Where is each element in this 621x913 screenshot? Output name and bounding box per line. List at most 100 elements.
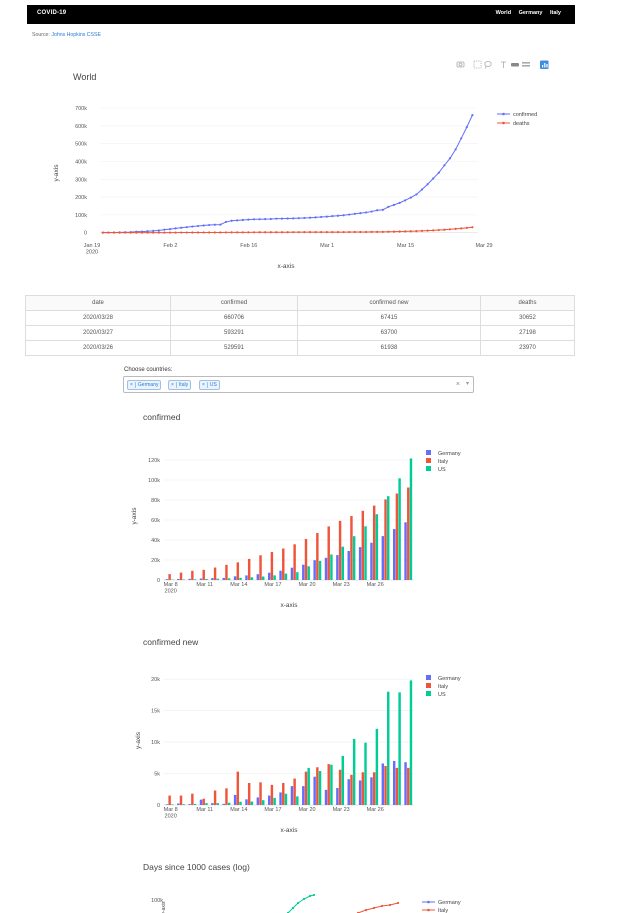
legend-swatch-Italy[interactable] xyxy=(426,683,431,688)
bar-Germany[interactable] xyxy=(233,794,237,805)
bar-US[interactable] xyxy=(182,804,185,805)
bar-Germany[interactable] xyxy=(392,760,396,805)
bar-US[interactable] xyxy=(205,803,208,805)
bar-Italy[interactable] xyxy=(304,771,308,805)
bar-Germany[interactable] xyxy=(404,762,407,805)
bar-US[interactable] xyxy=(273,575,276,580)
hover-closest-icon[interactable] xyxy=(511,63,519,67)
bar-US[interactable] xyxy=(193,579,197,580)
bar-US[interactable] xyxy=(250,577,254,580)
bar-Italy[interactable] xyxy=(350,516,353,580)
bar-Germany[interactable] xyxy=(404,522,407,580)
bar-Italy[interactable] xyxy=(179,795,183,805)
bar-Italy[interactable] xyxy=(372,772,376,805)
bar-US[interactable] xyxy=(250,801,254,805)
bar-Italy[interactable] xyxy=(247,782,251,805)
bar-US[interactable] xyxy=(262,800,265,805)
source-link[interactable]: Johns Hopkins CSSE xyxy=(51,32,101,38)
bar-Germany[interactable] xyxy=(358,780,362,805)
bar-Italy[interactable] xyxy=(293,778,296,805)
bar-Germany[interactable] xyxy=(370,777,373,805)
bar-Germany[interactable] xyxy=(165,579,169,580)
bar-Italy[interactable] xyxy=(384,499,387,580)
bar-Germany[interactable] xyxy=(347,551,350,580)
nav-link-germany[interactable]: Germany xyxy=(518,10,543,16)
bar-Italy[interactable] xyxy=(225,564,228,580)
bar-Germany[interactable] xyxy=(177,578,180,580)
bar-Italy[interactable] xyxy=(270,552,274,580)
selected-tag-germany[interactable]: × Germany xyxy=(127,380,162,390)
bar-Germany[interactable] xyxy=(245,799,248,805)
legend-swatch-Germany[interactable] xyxy=(426,675,431,680)
bar-US[interactable] xyxy=(239,577,242,580)
bar-Germany[interactable] xyxy=(381,763,385,805)
bar-Germany[interactable] xyxy=(222,577,225,580)
bar-Italy[interactable] xyxy=(282,548,285,581)
bar-Italy[interactable] xyxy=(372,505,376,580)
bar-US[interactable] xyxy=(216,803,220,805)
legend-swatch-US[interactable] xyxy=(426,466,431,471)
bar-Italy[interactable] xyxy=(202,798,205,805)
bar-Germany[interactable] xyxy=(381,536,385,580)
bar-Italy[interactable] xyxy=(338,520,342,580)
nav-link-world[interactable]: World xyxy=(495,10,512,16)
nav-link-italy[interactable]: Italy xyxy=(549,10,561,16)
bar-Italy[interactable] xyxy=(316,532,319,580)
bar-Italy[interactable] xyxy=(338,769,342,805)
bar-US[interactable] xyxy=(364,526,367,580)
bar-Italy[interactable] xyxy=(191,570,194,580)
bar-US[interactable] xyxy=(352,738,356,805)
bar-US[interactable] xyxy=(296,572,299,580)
bar-US[interactable] xyxy=(398,692,401,805)
bar-Germany[interactable] xyxy=(267,572,271,580)
selected-tag-us[interactable]: × US xyxy=(199,380,220,390)
bar-Germany[interactable] xyxy=(233,576,237,580)
remove-tag-icon[interactable]: × xyxy=(202,382,208,388)
bar-Italy[interactable] xyxy=(316,767,319,805)
bar-US[interactable] xyxy=(398,478,401,580)
bar-US[interactable] xyxy=(364,742,367,805)
bar-Italy[interactable] xyxy=(168,795,171,805)
bar-Germany[interactable] xyxy=(211,578,214,580)
bar-US[interactable] xyxy=(262,576,265,581)
bar-US[interactable] xyxy=(227,578,231,580)
bar-Germany[interactable] xyxy=(279,570,282,580)
bar-US[interactable] xyxy=(193,803,197,805)
plotly-logo-icon[interactable] xyxy=(540,60,549,70)
bar-US[interactable] xyxy=(387,496,390,580)
bar-Germany[interactable] xyxy=(302,564,305,580)
bar-Italy[interactable] xyxy=(407,767,410,805)
bar-US[interactable] xyxy=(330,764,333,805)
remove-tag-icon[interactable]: × xyxy=(171,382,177,388)
bar-Germany[interactable] xyxy=(313,560,316,580)
bar-Italy[interactable] xyxy=(384,765,387,805)
bar-Germany[interactable] xyxy=(177,803,180,805)
bar-Italy[interactable] xyxy=(270,784,274,805)
bar-US[interactable] xyxy=(318,560,322,580)
bar-Italy[interactable] xyxy=(247,558,251,580)
bar-Germany[interactable] xyxy=(313,776,316,805)
bar-Italy[interactable] xyxy=(168,574,171,580)
bar-US[interactable] xyxy=(227,802,231,805)
bar-US[interactable] xyxy=(284,793,288,805)
bar-Germany[interactable] xyxy=(279,792,282,805)
bar-Italy[interactable] xyxy=(395,767,399,805)
bar-US[interactable] xyxy=(205,579,208,580)
bar-US[interactable] xyxy=(409,680,413,805)
bar-Germany[interactable] xyxy=(267,795,271,805)
bar-Germany[interactable] xyxy=(199,799,203,805)
bar-US[interactable] xyxy=(239,801,242,805)
legend-swatch-US[interactable] xyxy=(426,691,431,696)
bar-US[interactable] xyxy=(330,554,333,581)
selected-tag-italy[interactable]: × Italy xyxy=(168,380,192,390)
bar-US[interactable] xyxy=(375,728,379,805)
lasso-icon[interactable] xyxy=(484,61,492,69)
bar-US[interactable] xyxy=(341,755,345,805)
bar-Italy[interactable] xyxy=(179,572,183,580)
bar-Germany[interactable] xyxy=(199,578,203,580)
bar-US[interactable] xyxy=(273,797,276,805)
brand-title[interactable]: COVID-19 xyxy=(37,10,67,16)
bar-US[interactable] xyxy=(352,536,356,580)
bar-Italy[interactable] xyxy=(304,538,308,580)
bar-Germany[interactable] xyxy=(336,555,339,580)
